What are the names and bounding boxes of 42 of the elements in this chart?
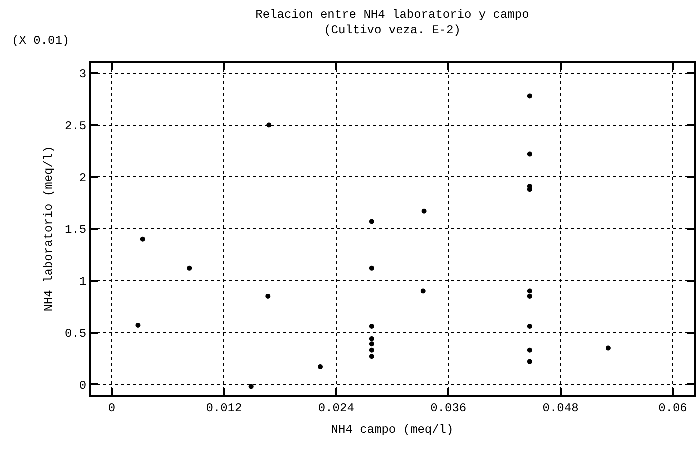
- point: [527, 288, 532, 294]
- point: [420, 288, 426, 294]
- point: [527, 294, 532, 299]
- point: [369, 348, 374, 353]
- y-tick-label: 2.5: [64, 119, 87, 134]
- y-tick-label: 1.5: [64, 223, 87, 238]
- point: [140, 236, 146, 242]
- point: [369, 336, 374, 342]
- point: [369, 266, 374, 271]
- x-tick-label: 0.048: [542, 401, 579, 416]
- point: [369, 354, 374, 360]
- point: [527, 359, 532, 364]
- y-tick-label: 3: [79, 68, 87, 82]
- point: [527, 94, 532, 99]
- point: [266, 122, 272, 128]
- point: [369, 324, 374, 330]
- point: [187, 266, 192, 271]
- y-tick-label: 2: [79, 171, 87, 186]
- y-tick-label: 0: [79, 378, 87, 393]
- point: [369, 219, 374, 224]
- point: [527, 152, 532, 157]
- chart-title: Relacion entre NH4 laboratorio y campo (Cultivo veza. E-2): [256, 8, 530, 38]
- point: [318, 364, 324, 370]
- x-tick-label: 0.036: [430, 401, 467, 416]
- x-tick-label: 0: [108, 401, 116, 416]
- y-axis-title: NH4 laboratorio (meq/l): [42, 146, 56, 312]
- point: [369, 342, 374, 347]
- x-tick-label: 0.024: [318, 401, 354, 416]
- x-tick-label: 0.06: [658, 401, 688, 416]
- point: [527, 348, 532, 353]
- point: [527, 324, 532, 330]
- point: [422, 208, 427, 214]
- y-tick-label: 1: [79, 275, 87, 290]
- x-axis-title: NH4 campo (meq/l): [331, 422, 454, 437]
- point: [606, 346, 611, 351]
- text: (X 0.01): [12, 34, 70, 48]
- point: [527, 187, 532, 192]
- x-tick-label: 0.012: [206, 401, 242, 416]
- point: [136, 322, 141, 328]
- y-tick-label: 0.5: [64, 326, 87, 341]
- point: [266, 294, 271, 299]
- point: [248, 384, 254, 390]
